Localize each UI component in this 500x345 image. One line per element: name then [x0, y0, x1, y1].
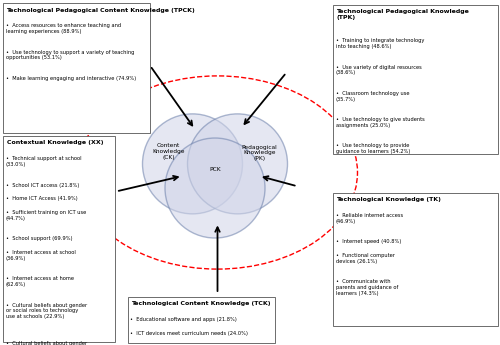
Text: •  Access resources to enhance teaching and
learning experiences (88.9%): • Access resources to enhance teaching a… [6, 23, 120, 34]
FancyBboxPatch shape [2, 3, 150, 133]
Text: •  Internet access at home
(62.6%): • Internet access at home (62.6%) [6, 276, 73, 287]
Text: •  Internet speed (40.8%): • Internet speed (40.8%) [336, 239, 401, 244]
Text: •  Internet access at school
(36.9%): • Internet access at school (36.9%) [6, 250, 75, 261]
Text: •  Communicate with
parents and guidance of
learners (74.3%): • Communicate with parents and guidance … [336, 279, 398, 296]
Text: •  Use technology to support a variety of teaching
opportunities (53.1%): • Use technology to support a variety of… [6, 50, 134, 60]
Text: •  Use variety of digital resources
(38.6%): • Use variety of digital resources (38.6… [336, 65, 421, 75]
Text: Pedagogical
Knowledge
(PK): Pedagogical Knowledge (PK) [242, 145, 278, 161]
FancyBboxPatch shape [128, 297, 275, 343]
Text: •  ICT devices meet curriculum needs (24.0%): • ICT devices meet curriculum needs (24.… [130, 331, 248, 335]
Text: •  Make learning engaging and interactive (74.9%): • Make learning engaging and interactive… [6, 76, 136, 81]
FancyBboxPatch shape [2, 136, 115, 342]
Ellipse shape [188, 114, 288, 214]
Text: •  Classroom technology use
(35.7%): • Classroom technology use (35.7%) [336, 91, 409, 101]
Text: •  Cultural beliefs about gender
or social roles to technology
use at schools (2: • Cultural beliefs about gender or socia… [6, 303, 86, 319]
FancyBboxPatch shape [332, 5, 498, 154]
Text: •  Cultural beliefs about gender
or social roles to technology
use at home (16.8: • Cultural beliefs about gender or socia… [6, 341, 86, 345]
Text: Technological Pedagogical Knowledge
(TPK): Technological Pedagogical Knowledge (TPK… [336, 9, 469, 20]
Text: Technological Pedagogical Content Knowledge (TPCK): Technological Pedagogical Content Knowle… [6, 8, 195, 12]
Text: •  School ICT access (21.8%): • School ICT access (21.8%) [6, 183, 79, 187]
Text: Contextual Knowledge (XX): Contextual Knowledge (XX) [6, 140, 103, 145]
Ellipse shape [165, 138, 265, 238]
Text: •  Home ICT Access (41.9%): • Home ICT Access (41.9%) [6, 196, 77, 201]
Text: PCK: PCK [209, 167, 221, 171]
Text: Technological Knowledge (TK): Technological Knowledge (TK) [336, 197, 442, 202]
Text: •  Reliable internet access
(46.9%): • Reliable internet access (46.9%) [336, 213, 402, 224]
Text: •  School support (69.9%): • School support (69.9%) [6, 236, 72, 241]
Text: •  Technical support at school
(33.0%): • Technical support at school (33.0%) [6, 156, 81, 167]
Text: •  Training to integrate technology
into teaching (48.6%): • Training to integrate technology into … [336, 38, 424, 49]
Ellipse shape [142, 114, 242, 214]
Text: •  Use technology to provide
guidance to learners (54.2%): • Use technology to provide guidance to … [336, 143, 410, 154]
Text: Content
Knowledge
(CK): Content Knowledge (CK) [152, 144, 185, 160]
FancyBboxPatch shape [332, 193, 498, 326]
Text: •  Functional computer
devices (26.1%): • Functional computer devices (26.1%) [336, 253, 394, 264]
Text: Technological Content Knowledge (TCK): Technological Content Knowledge (TCK) [132, 301, 271, 306]
Text: •  Use technology to give students
assignments (25.0%): • Use technology to give students assign… [336, 117, 424, 128]
Text: •  Educational software and apps (21.8%): • Educational software and apps (21.8%) [130, 317, 238, 322]
Text: •  Sufficient training on ICT use
(44.7%): • Sufficient training on ICT use (44.7%) [6, 210, 86, 221]
